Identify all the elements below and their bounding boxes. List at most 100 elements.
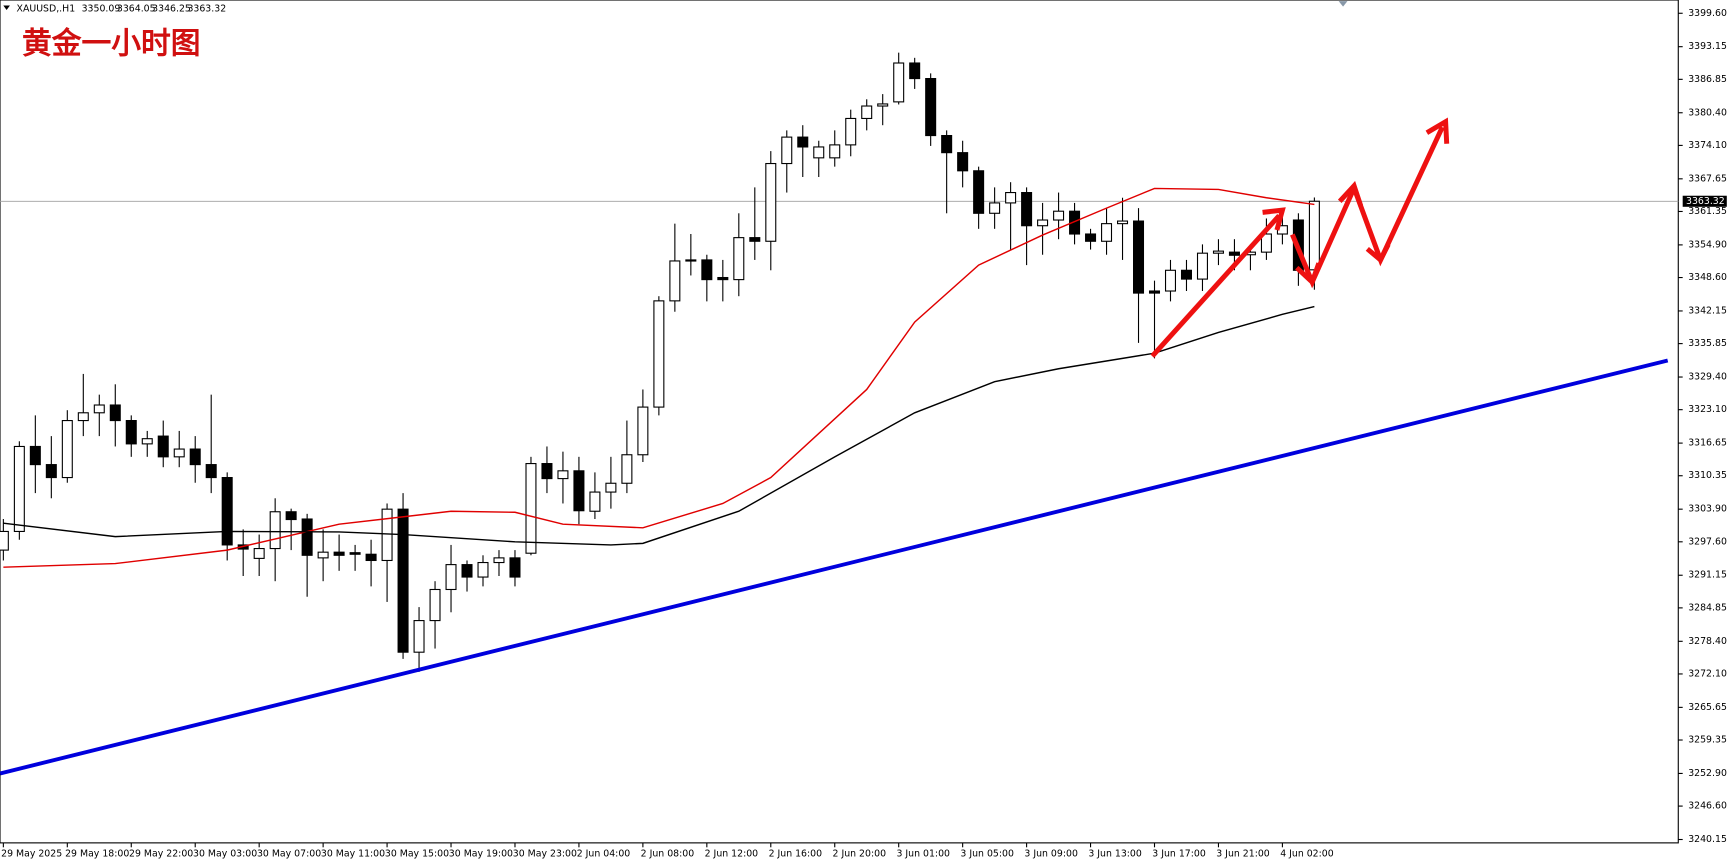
x-tick-label: 3 Jun 05:00 bbox=[960, 848, 1014, 859]
candle-body bbox=[269, 511, 281, 550]
shift-marker bbox=[1338, 1, 1348, 7]
y-tick-label: 3335.85 bbox=[1688, 338, 1727, 349]
x-tick-label: 30 May 23:00 bbox=[513, 848, 577, 859]
candle-body bbox=[653, 300, 665, 408]
candle-body bbox=[1069, 210, 1081, 235]
candle-body bbox=[1117, 220, 1129, 225]
y-tick-label: 3278.40 bbox=[1688, 636, 1727, 647]
x-tick-label: 30 May 03:00 bbox=[193, 848, 257, 859]
candle-body bbox=[733, 237, 745, 281]
y-tick-label: 3374.10 bbox=[1688, 140, 1727, 151]
y-tick-label: 3329.40 bbox=[1688, 372, 1727, 383]
candle-body bbox=[45, 464, 57, 479]
candle-body bbox=[93, 404, 105, 414]
y-tick-label: 3399.60 bbox=[1688, 8, 1727, 19]
y-tick-label: 3386.85 bbox=[1688, 74, 1727, 85]
x-tick-label: 30 May 07:00 bbox=[257, 848, 321, 859]
series bbox=[0, 52, 1669, 776]
arrow-head bbox=[1365, 243, 1391, 264]
candle-body bbox=[1085, 233, 1097, 242]
y-tick-label: 3310.35 bbox=[1688, 470, 1727, 481]
y-tick-label: 3361.35 bbox=[1688, 206, 1727, 217]
candle-body bbox=[1164, 269, 1177, 292]
candle-body bbox=[109, 404, 121, 422]
y-tick-label: 3297.60 bbox=[1688, 536, 1727, 547]
y-tick-label: 3348.60 bbox=[1688, 272, 1727, 283]
candle-body bbox=[1021, 192, 1033, 227]
candle-body bbox=[797, 136, 809, 148]
x-tick-label: 2 Jun 20:00 bbox=[833, 848, 887, 859]
y-tick-label: 3380.40 bbox=[1688, 107, 1727, 118]
x-tick-label: 2 Jun 12:00 bbox=[705, 848, 759, 859]
candle-body bbox=[957, 152, 969, 172]
x-tick-label: 3 Jun 01:00 bbox=[896, 848, 950, 859]
candle-body bbox=[253, 547, 265, 559]
x-tick-label: 3 Jun 09:00 bbox=[1024, 848, 1078, 859]
y-tick-label: 3246.60 bbox=[1688, 801, 1727, 812]
y-tick-label: 3393.15 bbox=[1688, 41, 1727, 52]
y-tick-label: 3291.15 bbox=[1688, 570, 1727, 581]
y-tick-label: 3284.85 bbox=[1688, 602, 1727, 613]
candle-body bbox=[941, 135, 953, 154]
candle-body bbox=[189, 448, 201, 466]
candle-body bbox=[685, 259, 697, 262]
candle-body bbox=[1196, 252, 1208, 280]
candle-body bbox=[717, 276, 729, 281]
candle-body bbox=[1053, 210, 1065, 221]
candle-body bbox=[1037, 219, 1049, 227]
y-tick-label: 3240.15 bbox=[1688, 834, 1727, 845]
candle-body bbox=[1260, 233, 1272, 253]
arrow-head bbox=[1425, 117, 1450, 144]
y-tick-label: 3316.65 bbox=[1688, 438, 1727, 449]
candle-body bbox=[205, 464, 217, 479]
x-tick-label: 3 Jun 13:00 bbox=[1088, 848, 1142, 859]
candle-body bbox=[1228, 251, 1240, 256]
x-tick-label: 30 May 15:00 bbox=[385, 848, 449, 859]
last-price-box bbox=[1682, 195, 1727, 207]
x-tick-label: 30 May 11:00 bbox=[321, 848, 385, 859]
candle-body bbox=[829, 144, 841, 159]
y-tick-label: 3265.65 bbox=[1688, 702, 1727, 713]
candle-body bbox=[29, 445, 41, 466]
x-tick-label: 2 Jun 08:00 bbox=[641, 848, 695, 859]
header-value: 3350.09 bbox=[82, 3, 121, 14]
candle-body bbox=[477, 561, 489, 578]
candle-body bbox=[973, 170, 985, 214]
last-price-label: 3363.32 bbox=[1686, 196, 1725, 207]
y-tick-label: 3367.65 bbox=[1688, 173, 1727, 184]
y-tick-label: 3354.90 bbox=[1688, 239, 1727, 250]
candle-body bbox=[621, 454, 633, 484]
candle-body bbox=[0, 530, 9, 551]
price-axis: 3399.60 3393.15 3386.85 3380.40 3374.10 3367.… bbox=[1, 8, 1727, 860]
y-tick-label: 3303.90 bbox=[1688, 504, 1727, 515]
x-tick-label: 3 Jun 17:00 bbox=[1152, 848, 1206, 859]
candle-body bbox=[365, 553, 377, 562]
candle-body bbox=[637, 406, 649, 456]
candle-body bbox=[173, 448, 185, 458]
header-value: 3363.32 bbox=[187, 3, 226, 14]
candle-body bbox=[573, 470, 585, 512]
candle-body bbox=[1180, 269, 1192, 280]
candle-body bbox=[525, 463, 537, 554]
indicator-line bbox=[3, 187, 1315, 568]
candle-body bbox=[317, 551, 329, 559]
candle-body bbox=[493, 557, 505, 564]
candle-body bbox=[397, 508, 409, 653]
x-tick-label: 4 Jun 02:00 bbox=[1280, 848, 1334, 859]
candle-body bbox=[461, 564, 473, 578]
y-tick-label: 3323.10 bbox=[1688, 404, 1727, 415]
candle-body bbox=[413, 620, 425, 653]
candle-body bbox=[333, 551, 345, 556]
indicator-line bbox=[3, 305, 1315, 546]
arrow bbox=[1150, 214, 1281, 358]
symbol: XAUUSD,.H1 bbox=[17, 3, 76, 14]
candle-body bbox=[1101, 223, 1113, 242]
x-tick-label: 2 Jun 16:00 bbox=[769, 848, 823, 859]
candle-body bbox=[1005, 192, 1017, 204]
candle-body bbox=[861, 105, 873, 120]
candle-body bbox=[429, 588, 441, 622]
header-value: 3346.25 bbox=[152, 3, 191, 14]
arrow-head bbox=[1337, 181, 1364, 207]
